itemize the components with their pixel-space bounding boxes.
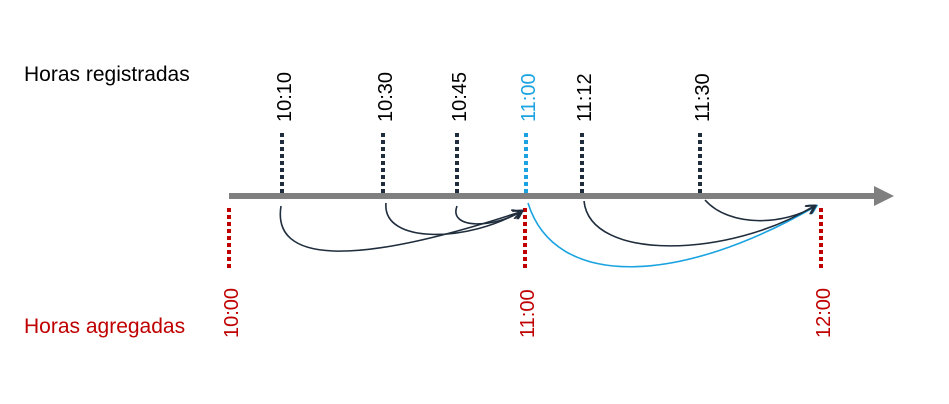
registered-tick-labels: 10:10 10:30 10:45 11:00 11:12 11:30	[274, 72, 714, 122]
registered-ticks	[280, 133, 702, 193]
registered-time-label: 10:10	[274, 72, 296, 122]
registered-time-label: 10:45	[449, 72, 471, 122]
arrow-1100-to-1200	[527, 202, 816, 268]
arrow-1112-to-1200	[583, 200, 814, 247]
registered-time-label: 10:30	[375, 72, 397, 122]
aggregated-time-label: 10:00	[221, 288, 243, 338]
registered-time-label-highlight: 11:00	[518, 73, 540, 122]
registered-hours-label: Horas registradas	[24, 63, 190, 86]
aggregated-tick-labels: 10:00 11:00 12:00	[221, 288, 835, 338]
arrow-1010-to-1100	[279, 205, 520, 252]
arrows-to-1200	[527, 199, 816, 268]
aggregated-ticks	[227, 208, 823, 270]
arrow-1130-to-1200	[704, 199, 815, 222]
time-axis-arrowhead	[874, 186, 894, 206]
arrow-1045-to-1100	[455, 205, 522, 225]
arrows-to-1100	[279, 202, 522, 252]
aggregated-time-label: 11:00	[517, 289, 539, 338]
aggregated-time-label: 12:00	[813, 288, 835, 338]
registered-time-label: 11:30	[692, 73, 714, 122]
registered-time-label: 11:12	[574, 73, 596, 122]
aggregated-hours-label: Horas agregadas	[24, 315, 185, 338]
